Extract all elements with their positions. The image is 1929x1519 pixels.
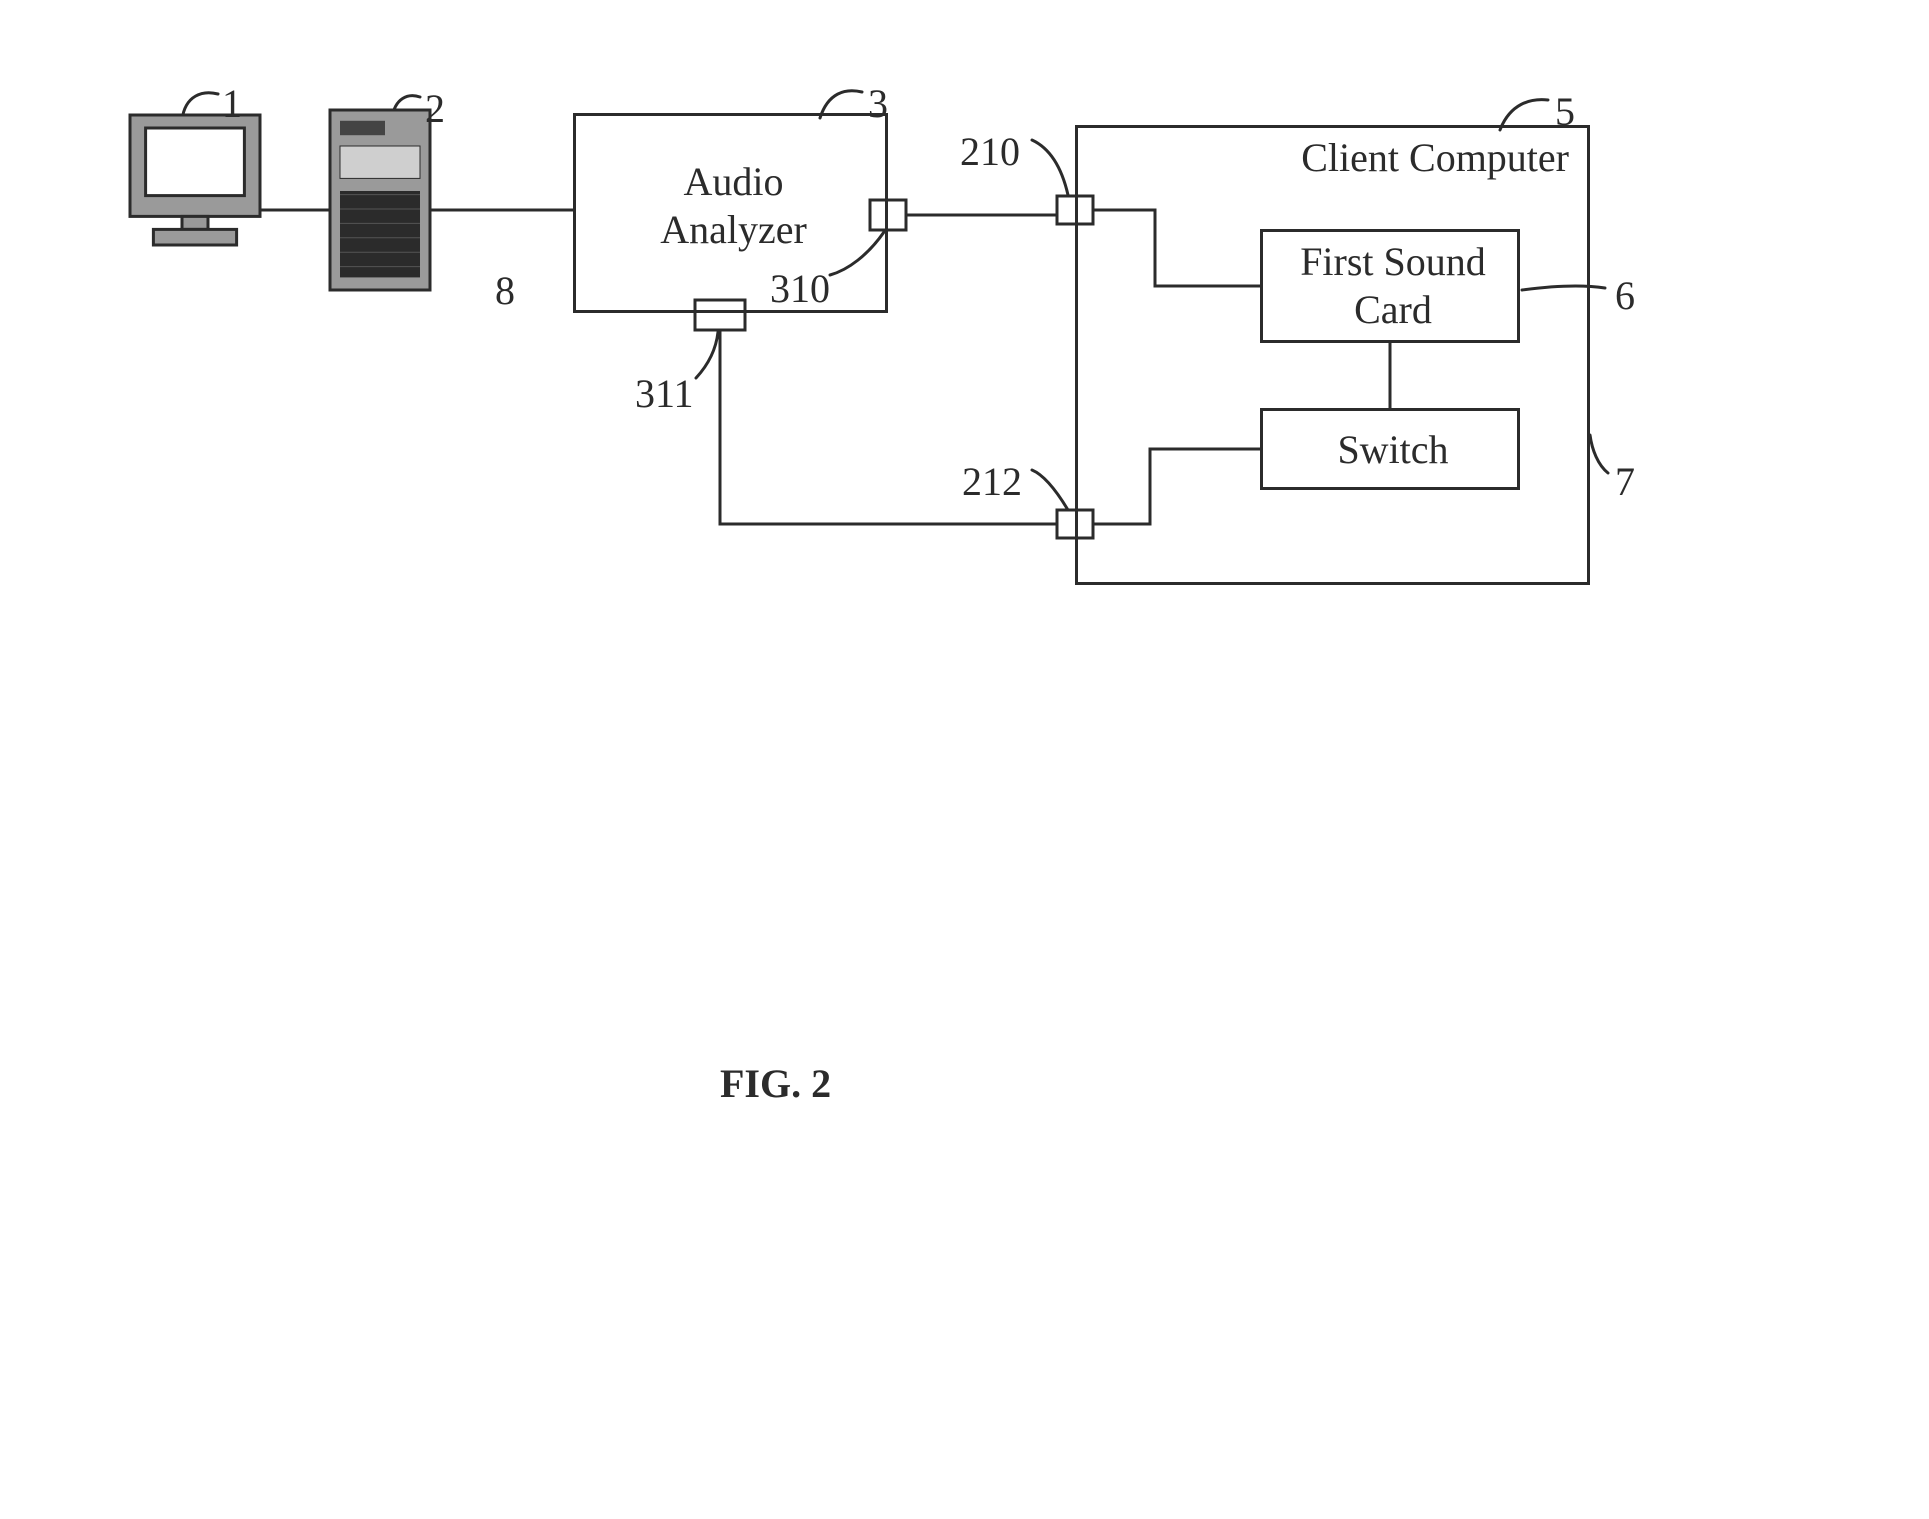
ref-label-7: 7 — [1615, 458, 1635, 506]
diagram-canvas: Audio Analyzer Client Computer First Sou… — [0, 0, 1929, 1519]
audio-analyzer-label: Audio Analyzer — [576, 158, 891, 254]
ref-label-6: 6 — [1615, 272, 1635, 320]
ref-label-8: 8 — [495, 267, 515, 315]
ref-label-311: 311 — [635, 370, 694, 418]
ref-label-212: 212 — [962, 458, 1022, 506]
ref-label-210: 210 — [960, 128, 1020, 176]
wire-layer — [0, 0, 1929, 1519]
ref-label-3: 3 — [868, 80, 888, 128]
first-sound-card-box: First Sound Card — [1260, 229, 1520, 343]
ref-label-1: 1 — [222, 80, 242, 128]
first-sound-card-label: First Sound Card — [1263, 238, 1523, 334]
ref-label-310: 310 — [770, 265, 830, 313]
switch-box: Switch — [1260, 408, 1520, 490]
client-computer-title: Client Computer — [1301, 134, 1569, 182]
figure-caption: FIG. 2 — [720, 1060, 831, 1108]
client-computer-box: Client Computer — [1075, 125, 1590, 585]
switch-label: Switch — [1263, 426, 1523, 474]
audio-analyzer-box: Audio Analyzer — [573, 113, 888, 313]
ref-label-2: 2 — [425, 85, 445, 133]
ref-label-5: 5 — [1555, 88, 1575, 136]
